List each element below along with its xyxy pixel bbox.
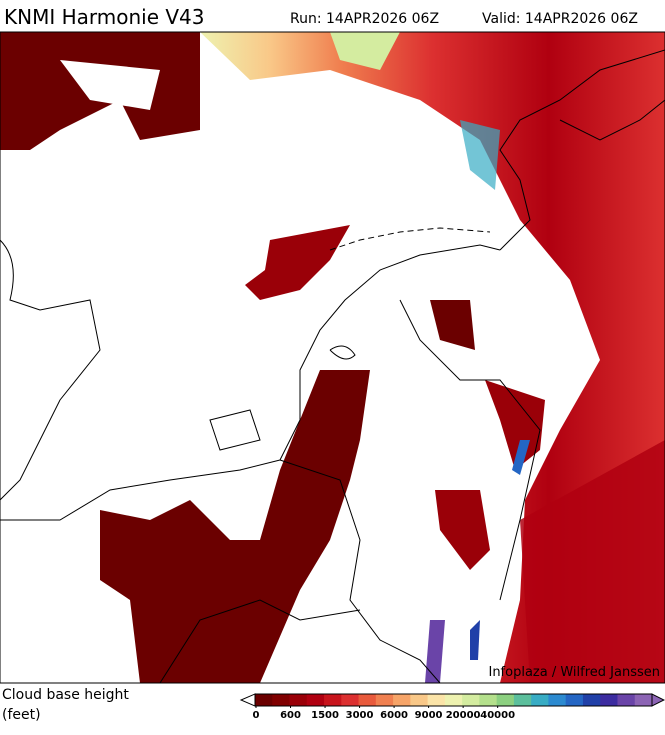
colorbar-swatch [272,694,291,706]
colorbar-swatch [393,694,411,706]
colorbar-swatch [634,694,653,706]
map: Infoplaza / Wilfred Janssen [0,31,665,684]
colorbar-swatch [565,694,584,706]
colorbar-swatch [617,694,636,706]
colorbar-swatch [531,694,549,706]
colorbar-swatch [358,694,377,706]
colorbar-tick-label: 9000 [415,710,443,721]
colorbar-swatch [375,694,394,706]
colorbar-swatch [324,694,342,706]
credit: Infoplaza / Wilfred Janssen [488,665,660,680]
colorbar-tick-label: 600 [280,710,301,721]
colorbar-swatch [255,694,273,706]
legend-unit: (feet) [2,707,41,723]
colorbar-swatch [513,694,532,706]
colorbar-swatch [410,694,429,706]
colorbar: 0 600 1500 3000 6000 9000 20000 40000 [239,693,665,721]
colorbar-tick-label: 1500 [311,710,339,721]
colorbar-swatch [479,694,498,706]
colorbar-swatch [600,694,618,706]
colorbar-tick-label: 40000 [480,710,515,721]
colorbar-swatch [444,694,463,706]
colorbar-swatch [496,694,515,706]
colorbar-swatch [548,694,567,706]
valid-time: Valid: 14APR2026 06Z [482,11,638,27]
colorbar-swatch [427,694,446,706]
colorbar-arrow-right [651,693,665,707]
legend-title: Cloud base height [2,687,129,703]
colorbar-swatch [462,694,480,706]
colorbar-arrow-left [239,693,256,707]
colorbar-tick-label: 6000 [380,710,408,721]
colorbar-tick-label: 20000 [446,710,481,721]
colorbar-tick-label: 3000 [346,710,374,721]
run-time: Run: 14APR2026 06Z [290,11,439,27]
colorbar-swatch [306,694,325,706]
colorbar-swatch [341,694,360,706]
title: KNMI Harmonie V43 [4,5,205,29]
colorbar-swatch [582,694,601,706]
colorbar-tick-label: 0 [253,710,260,721]
colorbar-swatch [289,694,308,706]
